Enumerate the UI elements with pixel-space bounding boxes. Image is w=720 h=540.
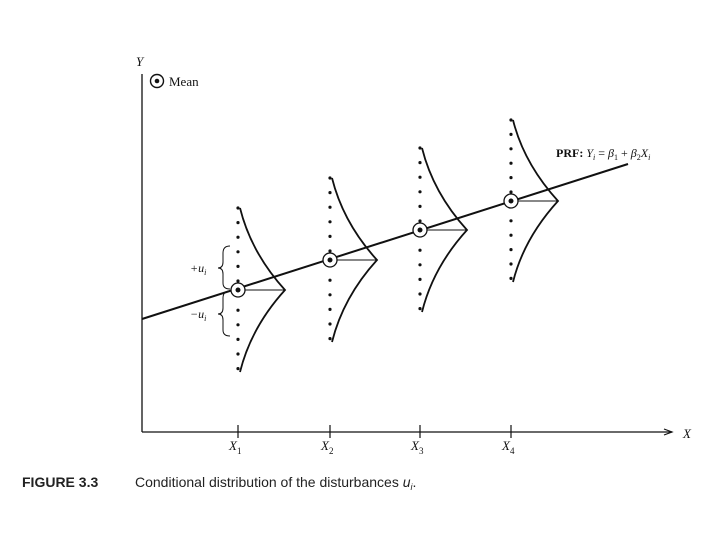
y-axis-label: Y: [136, 54, 145, 69]
x-axis-arrow-icon: [663, 428, 674, 436]
x-axis-label: X: [682, 426, 692, 441]
minus-u-label: −ui: [190, 307, 206, 323]
distribution-x2: [322, 176, 379, 344]
legend-label: Mean: [169, 74, 199, 89]
mean-dot-x2: [327, 257, 333, 263]
x-tick-label-3: X3: [410, 438, 424, 456]
figure-caption: FIGURE 3.3 Conditional distribution of t…: [22, 474, 416, 492]
plus-u-label: +ui: [190, 261, 206, 277]
caption-text: Conditional distribution of the disturba…: [135, 474, 416, 492]
distribution-x1: [230, 206, 287, 374]
caption-label: FIGURE 3.3: [22, 474, 98, 490]
prf-label: PRF: Yi = β1 + β2Xi: [556, 146, 650, 162]
mean-marker-dot: [154, 78, 160, 84]
x-tick-label-2: X2: [320, 438, 333, 456]
plus-u-brace: [217, 245, 231, 290]
distribution-x4: [503, 118, 560, 284]
legend: Mean: [149, 73, 199, 89]
prf-line: [141, 163, 629, 320]
mean-marker-icon: [149, 73, 165, 89]
mean-dot-x4: [508, 198, 514, 204]
x-tick-label-1: X1: [228, 438, 241, 456]
distribution-x3: [412, 146, 469, 314]
x-tick-label-4: X4: [501, 438, 515, 456]
mean-dot-x3: [417, 227, 423, 233]
disturbance-annotation: +ui −ui: [190, 245, 231, 337]
minus-u-brace: [217, 290, 231, 337]
mean-dot-x1: [235, 287, 241, 293]
